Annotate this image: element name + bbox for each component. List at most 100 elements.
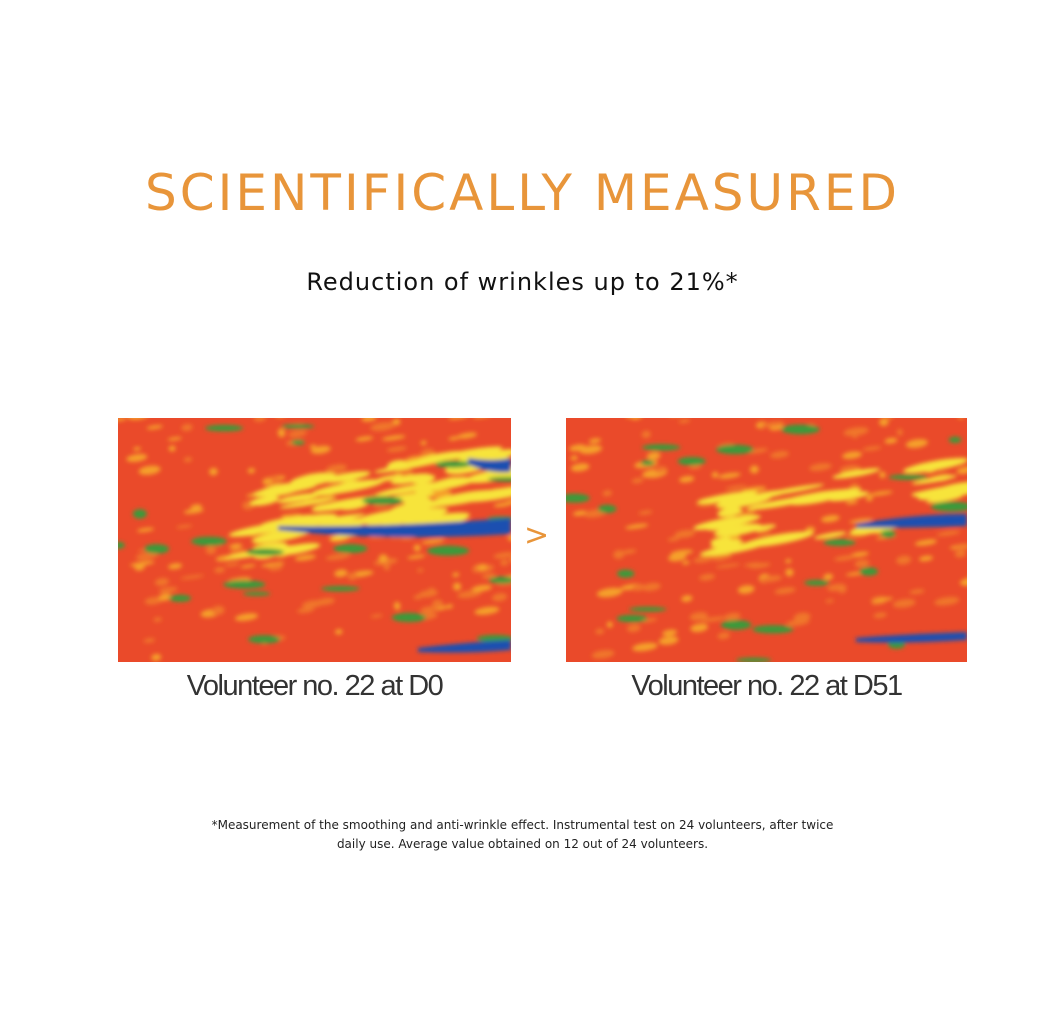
- texture: [678, 418, 691, 424]
- texture: [720, 620, 752, 630]
- texture: [829, 491, 869, 502]
- texture: [500, 559, 509, 566]
- texture: [223, 580, 266, 589]
- texture: [761, 421, 785, 428]
- texture: [407, 554, 426, 560]
- texture: [579, 445, 603, 455]
- texture: [677, 456, 706, 466]
- texture: [291, 439, 305, 445]
- texture: [224, 562, 240, 567]
- texture: [413, 544, 421, 552]
- texture: [421, 538, 445, 545]
- texture: [154, 578, 170, 586]
- texture: [674, 529, 696, 538]
- texture: [752, 625, 794, 634]
- texture: [132, 509, 147, 519]
- texture: [158, 586, 178, 594]
- texture: [176, 524, 193, 529]
- texture: [268, 564, 283, 571]
- texture: [488, 576, 511, 584]
- texture: [617, 569, 635, 578]
- texture: [277, 493, 319, 503]
- texture: [383, 562, 390, 571]
- texture: [959, 577, 967, 586]
- texture: [167, 436, 182, 441]
- texture: [391, 612, 427, 623]
- texture: [809, 463, 832, 471]
- texture: [183, 457, 193, 463]
- texture: [903, 458, 967, 473]
- texture: [681, 560, 690, 565]
- texture: [781, 424, 820, 435]
- texture: [426, 489, 500, 507]
- texture: [654, 466, 668, 473]
- texture: [756, 529, 771, 535]
- texture: [872, 597, 893, 602]
- texture: [432, 599, 443, 609]
- texture: [427, 545, 470, 556]
- texture: [375, 481, 445, 496]
- texture: [715, 563, 741, 569]
- texture: [718, 472, 741, 479]
- texture: [333, 544, 368, 554]
- texture: [279, 497, 338, 509]
- texture: [265, 513, 337, 530]
- texture: [596, 587, 623, 598]
- texture: [954, 549, 967, 558]
- texture: [399, 515, 426, 525]
- heatmap-image: [566, 418, 967, 662]
- texture: [842, 451, 862, 460]
- texture: [849, 518, 873, 524]
- texture: [420, 440, 427, 446]
- texture: [376, 474, 403, 481]
- texture: [118, 541, 125, 549]
- texture: [759, 575, 782, 583]
- texture: [242, 591, 271, 596]
- texture: [640, 460, 655, 466]
- texture: [670, 549, 693, 556]
- texture: [701, 616, 727, 622]
- texture: [181, 424, 193, 432]
- texture: [457, 432, 477, 439]
- texture: [632, 584, 645, 591]
- texture: [723, 612, 741, 621]
- texture: [936, 530, 961, 537]
- texture: [667, 536, 680, 542]
- texture: [681, 595, 693, 602]
- texture: [710, 539, 743, 548]
- texture: [168, 563, 183, 570]
- texture: [370, 614, 383, 618]
- subtitle: Reduction of wrinkles up to 21%*: [306, 268, 739, 296]
- texture: [417, 568, 424, 573]
- texture: [879, 418, 889, 427]
- texture: [297, 607, 315, 613]
- texture: [725, 485, 747, 490]
- texture: [948, 436, 962, 444]
- texture: [448, 436, 461, 441]
- texture: [705, 519, 754, 530]
- texture: [638, 510, 653, 515]
- texture: [834, 555, 856, 561]
- texture: [418, 640, 511, 653]
- texture: [118, 418, 511, 661]
- texture: [474, 606, 500, 615]
- texture: [386, 446, 407, 452]
- texture: [471, 584, 492, 592]
- texture: [214, 567, 226, 573]
- texture: [418, 589, 439, 598]
- texture: [862, 446, 882, 451]
- texture: [248, 635, 281, 644]
- texture: [310, 445, 331, 454]
- texture: [126, 453, 148, 462]
- heatmap-image: [118, 418, 511, 662]
- texture: [312, 479, 384, 496]
- texture: [804, 579, 830, 586]
- texture: [246, 548, 284, 556]
- texture: [956, 466, 967, 475]
- texture: [355, 509, 414, 524]
- texture: [749, 562, 771, 569]
- texture: [190, 504, 202, 510]
- texture: [931, 501, 967, 512]
- texture: [570, 463, 590, 472]
